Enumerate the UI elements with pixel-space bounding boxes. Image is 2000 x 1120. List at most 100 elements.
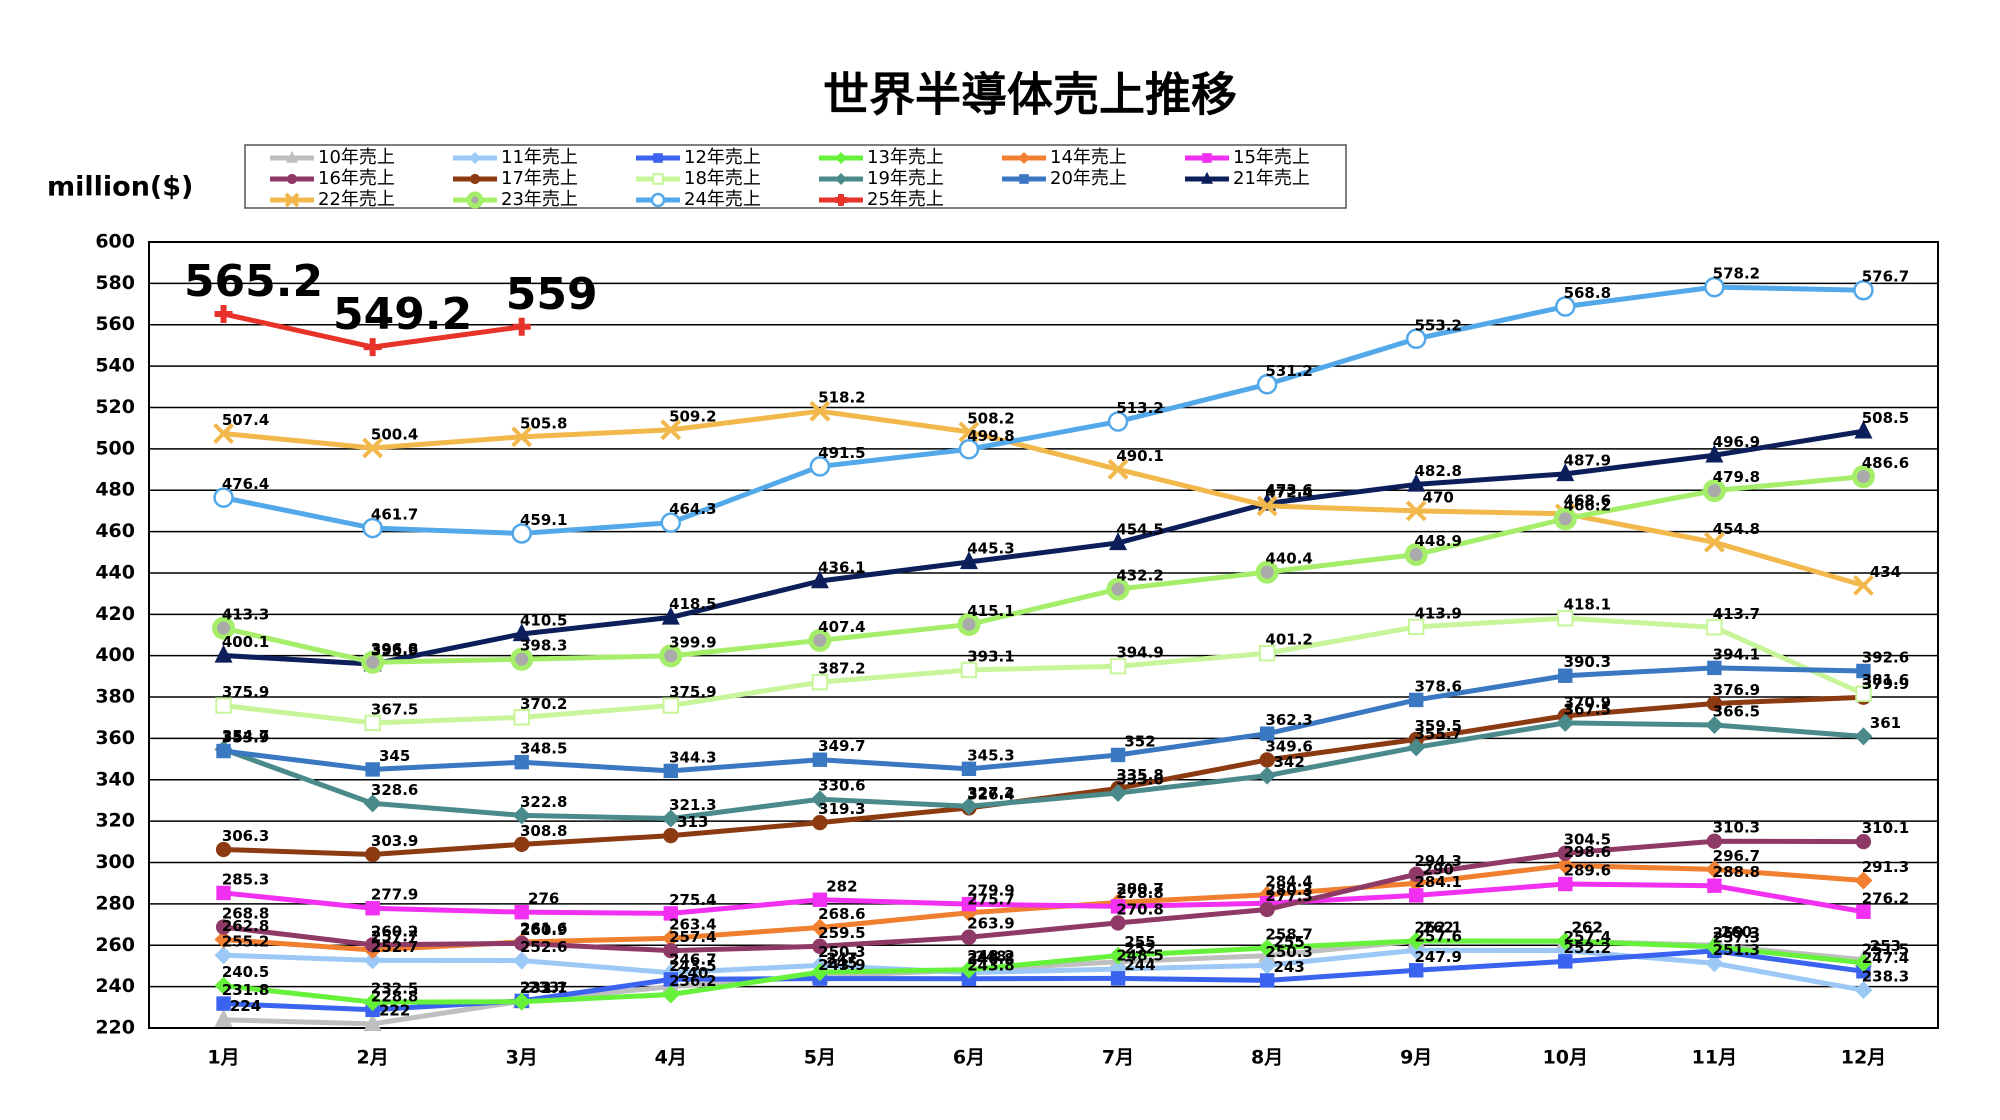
data-label: 565.2 (184, 256, 323, 307)
data-label: 252.7 (371, 938, 418, 956)
legend-label: 15年売上 (1233, 147, 1310, 168)
marker (213, 487, 234, 508)
marker (660, 512, 682, 533)
marker (214, 644, 233, 663)
data-label: 248.2 (967, 947, 1014, 965)
y-tick-label: 240 (95, 975, 135, 997)
marker (957, 612, 981, 636)
marker (1853, 574, 1874, 596)
marker (215, 841, 232, 858)
y-tick-label: 340 (95, 768, 135, 790)
series-line (223, 947, 1864, 993)
marker (958, 421, 980, 443)
data-label: 345.3 (967, 746, 1014, 764)
data-label: 394.1 (1713, 645, 1760, 663)
marker (663, 827, 679, 844)
legend-label: 14年売上 (1050, 147, 1127, 168)
data-label: 247 (826, 950, 857, 968)
data-label: 327.2 (967, 784, 1014, 802)
data-label: 288.8 (1713, 863, 1760, 881)
data-label: 353.9 (222, 729, 269, 747)
data-label: 252.6 (520, 938, 567, 956)
data-label: 415.1 (967, 602, 1014, 620)
data-label: 379.9 (1862, 675, 1909, 693)
marker (1854, 981, 1873, 1000)
data-label: 505.8 (520, 414, 567, 432)
data-label: 468.6 (1564, 491, 1611, 509)
marker (1705, 954, 1724, 973)
data-label: 466.2 (1564, 496, 1611, 514)
marker (958, 439, 980, 460)
marker (1853, 279, 1874, 301)
data-label: 224 (230, 997, 261, 1015)
data-label: 395.9 (371, 642, 418, 660)
data-label: 407.4 (818, 618, 865, 636)
data-label: 553.2 (1414, 316, 1461, 334)
data-label: 262.1 (1414, 918, 1461, 936)
data-label: 248 (975, 948, 1006, 966)
data-label: 398.3 (520, 637, 567, 655)
data-label: 240 (677, 964, 708, 982)
marker (661, 809, 680, 828)
marker (363, 951, 382, 970)
x-tick-label: 8月 (1251, 1047, 1283, 1069)
data-label: 282 (826, 877, 857, 895)
data-label: 394.9 (1116, 644, 1163, 662)
legend-label: 23年売上 (501, 189, 578, 210)
y-tick-label: 500 (95, 437, 135, 459)
data-label: 354.7 (222, 727, 269, 745)
legend-label: 20年売上 (1050, 168, 1127, 189)
legend-label: 16年売上 (318, 168, 395, 189)
data-label: 290 (1423, 861, 1454, 879)
data-label: 263.4 (669, 916, 716, 934)
data-label: 296.7 (1713, 847, 1760, 865)
marker (514, 836, 530, 852)
marker (1556, 713, 1575, 732)
data-label: 333.6 (1116, 771, 1163, 789)
marker (514, 935, 530, 952)
marker (364, 846, 381, 863)
marker (663, 972, 678, 987)
marker (659, 644, 683, 668)
data-label: 246.8 (967, 950, 1014, 968)
data-label: 259.5 (818, 924, 865, 942)
data-label: 321.3 (669, 796, 716, 814)
data-label: 578.2 (1713, 265, 1760, 283)
data-label: 349.6 (1265, 737, 1312, 755)
marker (812, 814, 828, 831)
data-label: 499.8 (967, 427, 1014, 445)
x-tick-label: 5月 (804, 1047, 836, 1069)
data-label: 258.7 (1265, 925, 1312, 943)
data-label: 513.2 (1116, 399, 1163, 417)
marker (1404, 543, 1428, 567)
marker (514, 904, 529, 920)
data-label: 294.3 (1414, 852, 1461, 870)
data-label: 559 (506, 269, 598, 320)
data-label: 278.8 (1116, 884, 1163, 902)
data-label: 509.2 (669, 407, 716, 425)
plot-frame (148, 241, 1939, 1029)
data-label: 277.3 (1265, 887, 1312, 905)
marker (214, 946, 233, 965)
data-label: 486.6 (1862, 454, 1909, 472)
marker (663, 942, 679, 959)
marker (810, 963, 829, 982)
series-line (223, 408, 1865, 588)
data-label: 285.3 (222, 870, 269, 888)
y-tick-label: 380 (95, 686, 135, 708)
marker (1407, 941, 1426, 960)
legend-marker (469, 173, 481, 185)
data-label: 390.3 (1564, 653, 1611, 671)
data-label: 576.7 (1862, 268, 1909, 286)
y-tick-label: 400 (95, 644, 135, 666)
marker (1557, 610, 1574, 627)
series-line (223, 838, 1864, 954)
data-label: 381.6 (1862, 671, 1909, 689)
data-label: 313 (677, 813, 708, 831)
data-label: 472.4 (1265, 483, 1312, 501)
data-label: 277.9 (371, 886, 418, 904)
data-label: 500.4 (371, 426, 418, 444)
marker (512, 951, 531, 970)
chart-title: 世界半導体売上推移 (823, 68, 1237, 122)
